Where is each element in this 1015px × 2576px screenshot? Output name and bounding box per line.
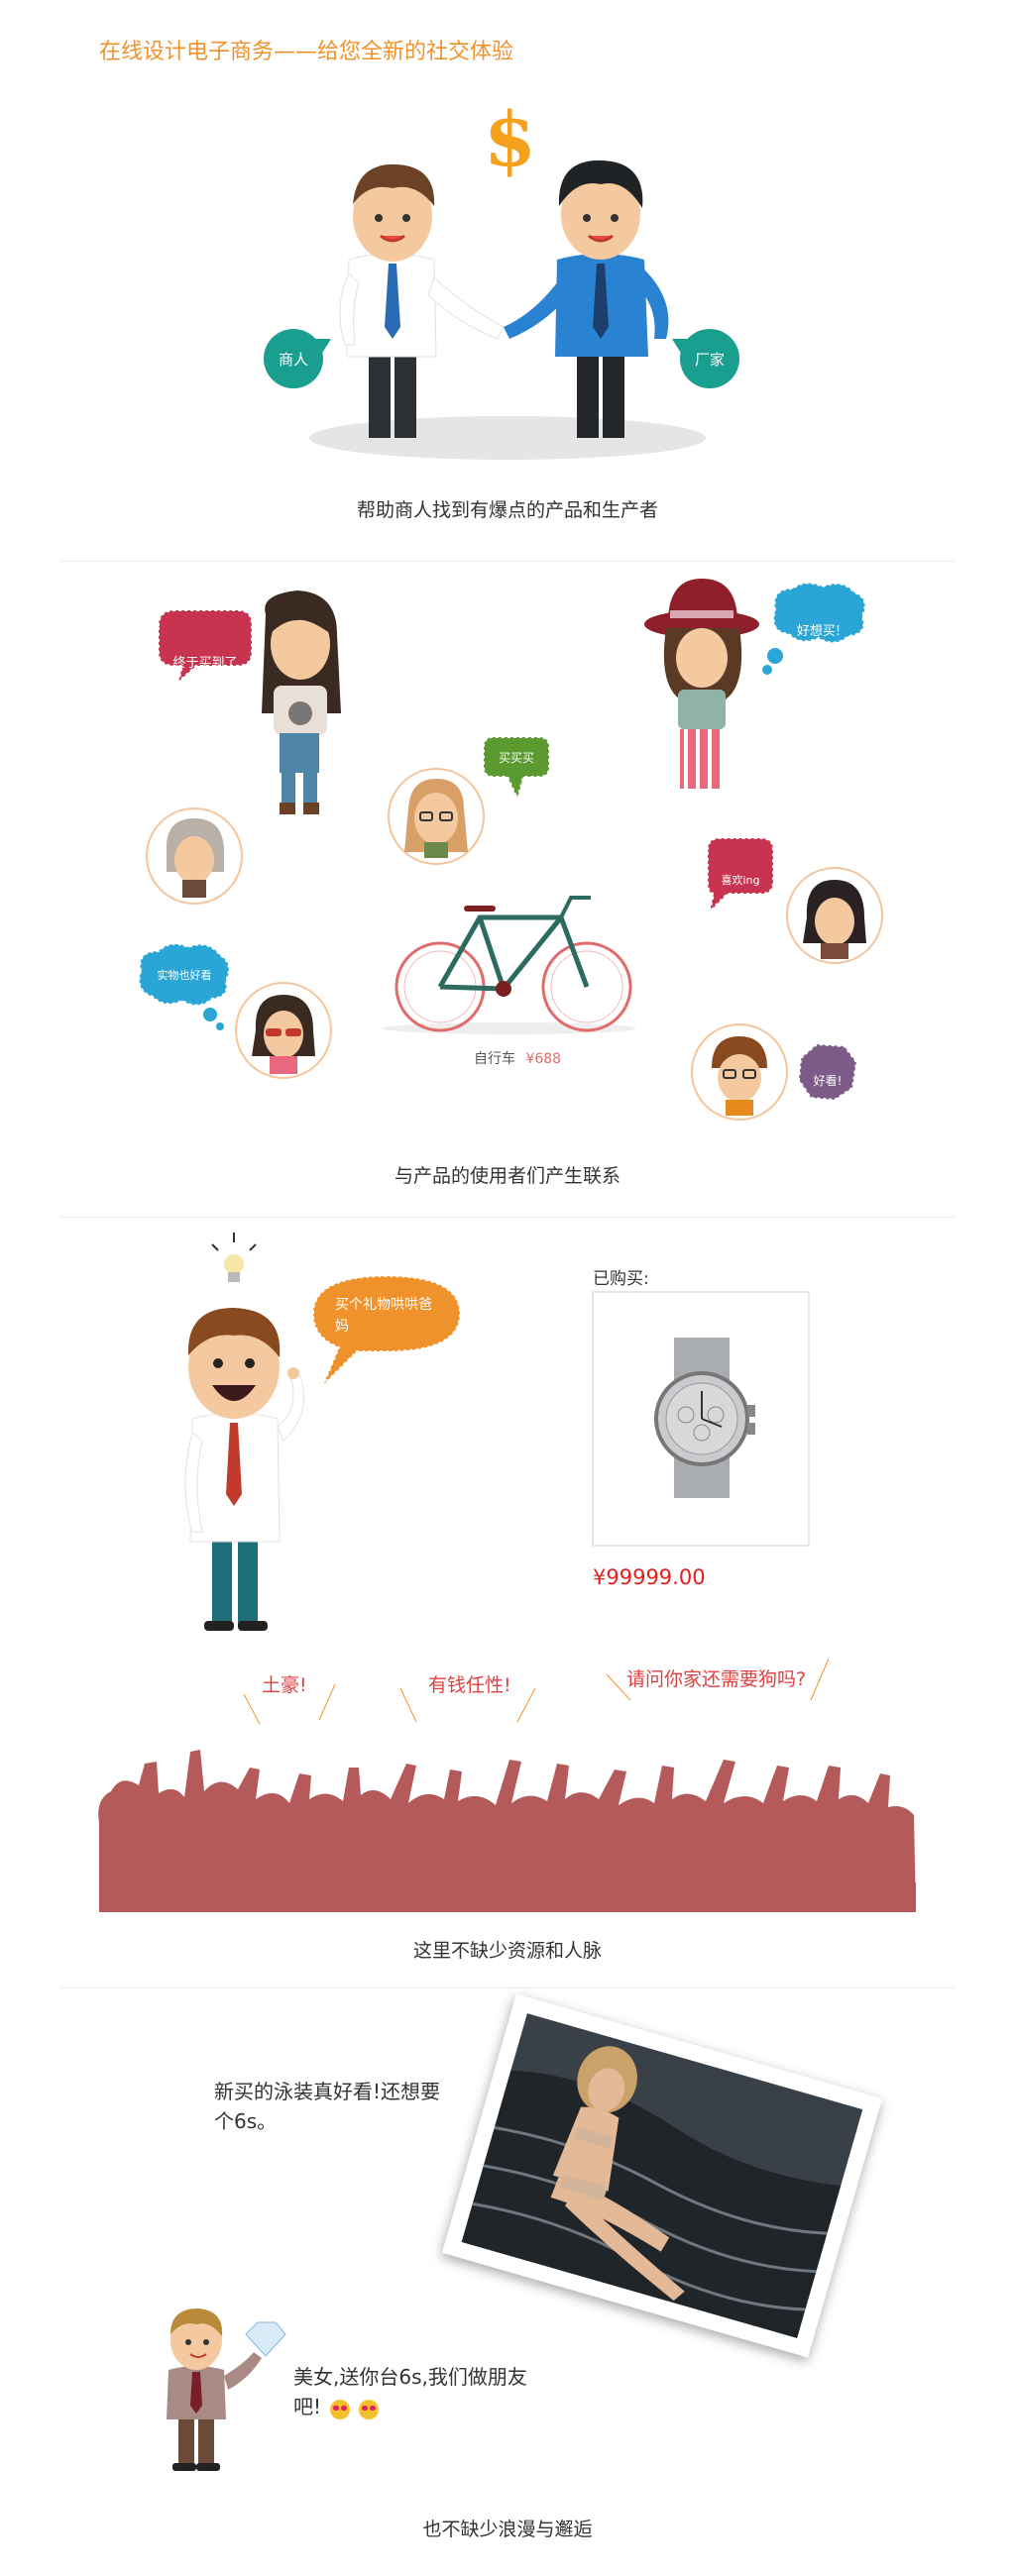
speech-bubble — [311, 1274, 462, 1386]
girl-text: 新买的泳装真好看!还想要个6s。 — [214, 2080, 441, 2133]
section2-caption: 与产品的使用者们产生联系 — [394, 1165, 620, 1187]
product-label: 自行车 ¥688 — [474, 1048, 561, 1068]
section3-caption: 这里不缺少资源和人脉 — [412, 1940, 602, 1962]
bubble-pink-left — [158, 609, 253, 685]
speech-text: 买个礼物哄哄爸妈 — [335, 1297, 432, 1335]
merchant-label: 商人 — [278, 351, 308, 369]
watch-image — [654, 1338, 755, 1498]
crowd-silhouette — [98, 1750, 916, 1912]
heart-eyes-emoji — [359, 2399, 380, 2419]
shout-willful: 有钱任性! — [428, 1674, 511, 1696]
bubble-text-finally: 终于买到了 — [172, 656, 238, 671]
section-divider — [59, 561, 956, 562]
gift-illustration — [184, 1233, 810, 1631]
section-divider — [59, 1217, 956, 1218]
shout-dog: 请问你家还需要狗吗? — [626, 1668, 807, 1690]
swimsuit-photo-frame — [441, 1993, 883, 2358]
factory-label: 厂家 — [694, 351, 725, 369]
bubble-pink-right — [707, 837, 774, 915]
bubble-green — [483, 736, 550, 802]
section4-caption: 也不缺少浪漫与邂逅 — [422, 2519, 593, 2540]
bubble-sky-right — [772, 582, 866, 644]
users-illustration — [138, 579, 883, 1121]
lightbulb-icon — [211, 1233, 257, 1282]
product-name: 自行车 — [474, 1051, 515, 1067]
factory-figure — [504, 160, 669, 438]
bubble-text-real: 实物也好看 — [157, 969, 212, 982]
watch-price: ¥99999.00 — [593, 1565, 706, 1589]
section-handshake: $ — [0, 79, 1015, 555]
dollar-icon: $ — [484, 95, 536, 183]
shout-rich: 土豪! — [262, 1674, 307, 1696]
product-price: ¥688 — [525, 1051, 562, 1067]
gift-boy-figure — [184, 1308, 304, 1631]
girl-hat-figure — [644, 579, 759, 789]
diamond-icon — [245, 2321, 286, 2357]
girl-standing-figure — [262, 590, 341, 814]
boy-text-block: 美女,送你台6s,我们做朋友吧! — [293, 2362, 527, 2421]
bubble-text-buy: 买买买 — [498, 751, 534, 765]
section-divider — [59, 1987, 956, 1988]
diamond-boy-illustration — [167, 2308, 286, 2471]
bubble-text-want: 好想买! — [796, 624, 842, 639]
bubble-text-nice: 好看! — [813, 1074, 843, 1088]
bubble-text-like: 喜欢ing — [721, 874, 760, 887]
swimsuit-photo — [461, 2013, 863, 2338]
page-title: 在线设计电子商务——给您全新的社交体验 — [99, 40, 514, 64]
purchased-label: 已购买: — [593, 1269, 649, 1289]
heart-eyes-emoji — [330, 2399, 351, 2419]
boy-text: 美女,送你台6s,我们做朋友吧! — [293, 2365, 527, 2418]
merchant-figure — [339, 163, 505, 438]
handshake-illustration — [264, 160, 739, 460]
bicycle-image — [383, 896, 636, 1034]
shout-lines — [243, 1658, 830, 1725]
section1-caption: 帮助商人找到有爆点的产品和生产者 — [356, 499, 658, 521]
bubble-purple — [797, 1042, 858, 1102]
bubble-sky-left — [138, 942, 230, 1007]
